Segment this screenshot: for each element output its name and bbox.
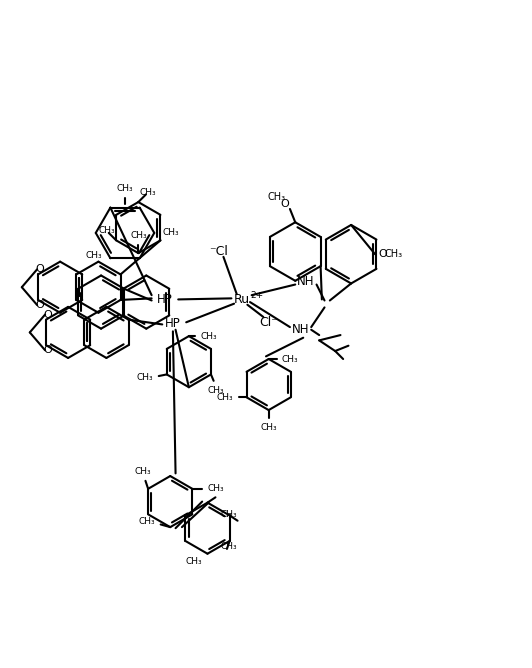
Text: O: O [44,345,52,355]
Text: Ru: Ru [234,293,250,306]
Text: CH₃: CH₃ [201,331,217,341]
Text: CH₃: CH₃ [207,484,224,493]
Text: CH₃: CH₃ [221,510,237,520]
Text: CH₃: CH₃ [86,251,102,260]
Text: CH₃: CH₃ [130,231,147,240]
Text: 2+: 2+ [251,291,263,300]
Text: O: O [379,249,387,259]
Text: CH₃: CH₃ [217,393,233,402]
Text: O: O [280,198,289,208]
Text: NH: NH [292,323,309,336]
Text: CH₃: CH₃ [135,466,151,476]
Text: ⁻Cl: ⁻Cl [209,245,228,258]
Text: HP: HP [165,317,181,330]
Text: CH₃: CH₃ [385,249,403,259]
Text: CH₃: CH₃ [268,192,286,202]
Text: NH: NH [297,275,314,289]
Text: O: O [36,300,44,310]
Text: CH₃: CH₃ [282,355,298,363]
Text: CH₃: CH₃ [260,424,277,432]
Text: Cl⁻: Cl⁻ [259,316,278,329]
Text: CH₃: CH₃ [208,386,225,395]
Text: HP: HP [157,293,173,306]
Text: O: O [36,265,44,275]
Text: CH₃: CH₃ [117,184,134,193]
Text: CH₃: CH₃ [221,542,237,551]
Text: CH₃: CH₃ [186,557,203,566]
Text: CH₃: CH₃ [98,226,115,235]
Text: O: O [44,309,52,319]
Text: CH₃: CH₃ [162,228,179,237]
Text: CH₃: CH₃ [139,517,155,526]
Text: CH₃: CH₃ [139,188,156,197]
Text: CH₃: CH₃ [137,373,153,381]
